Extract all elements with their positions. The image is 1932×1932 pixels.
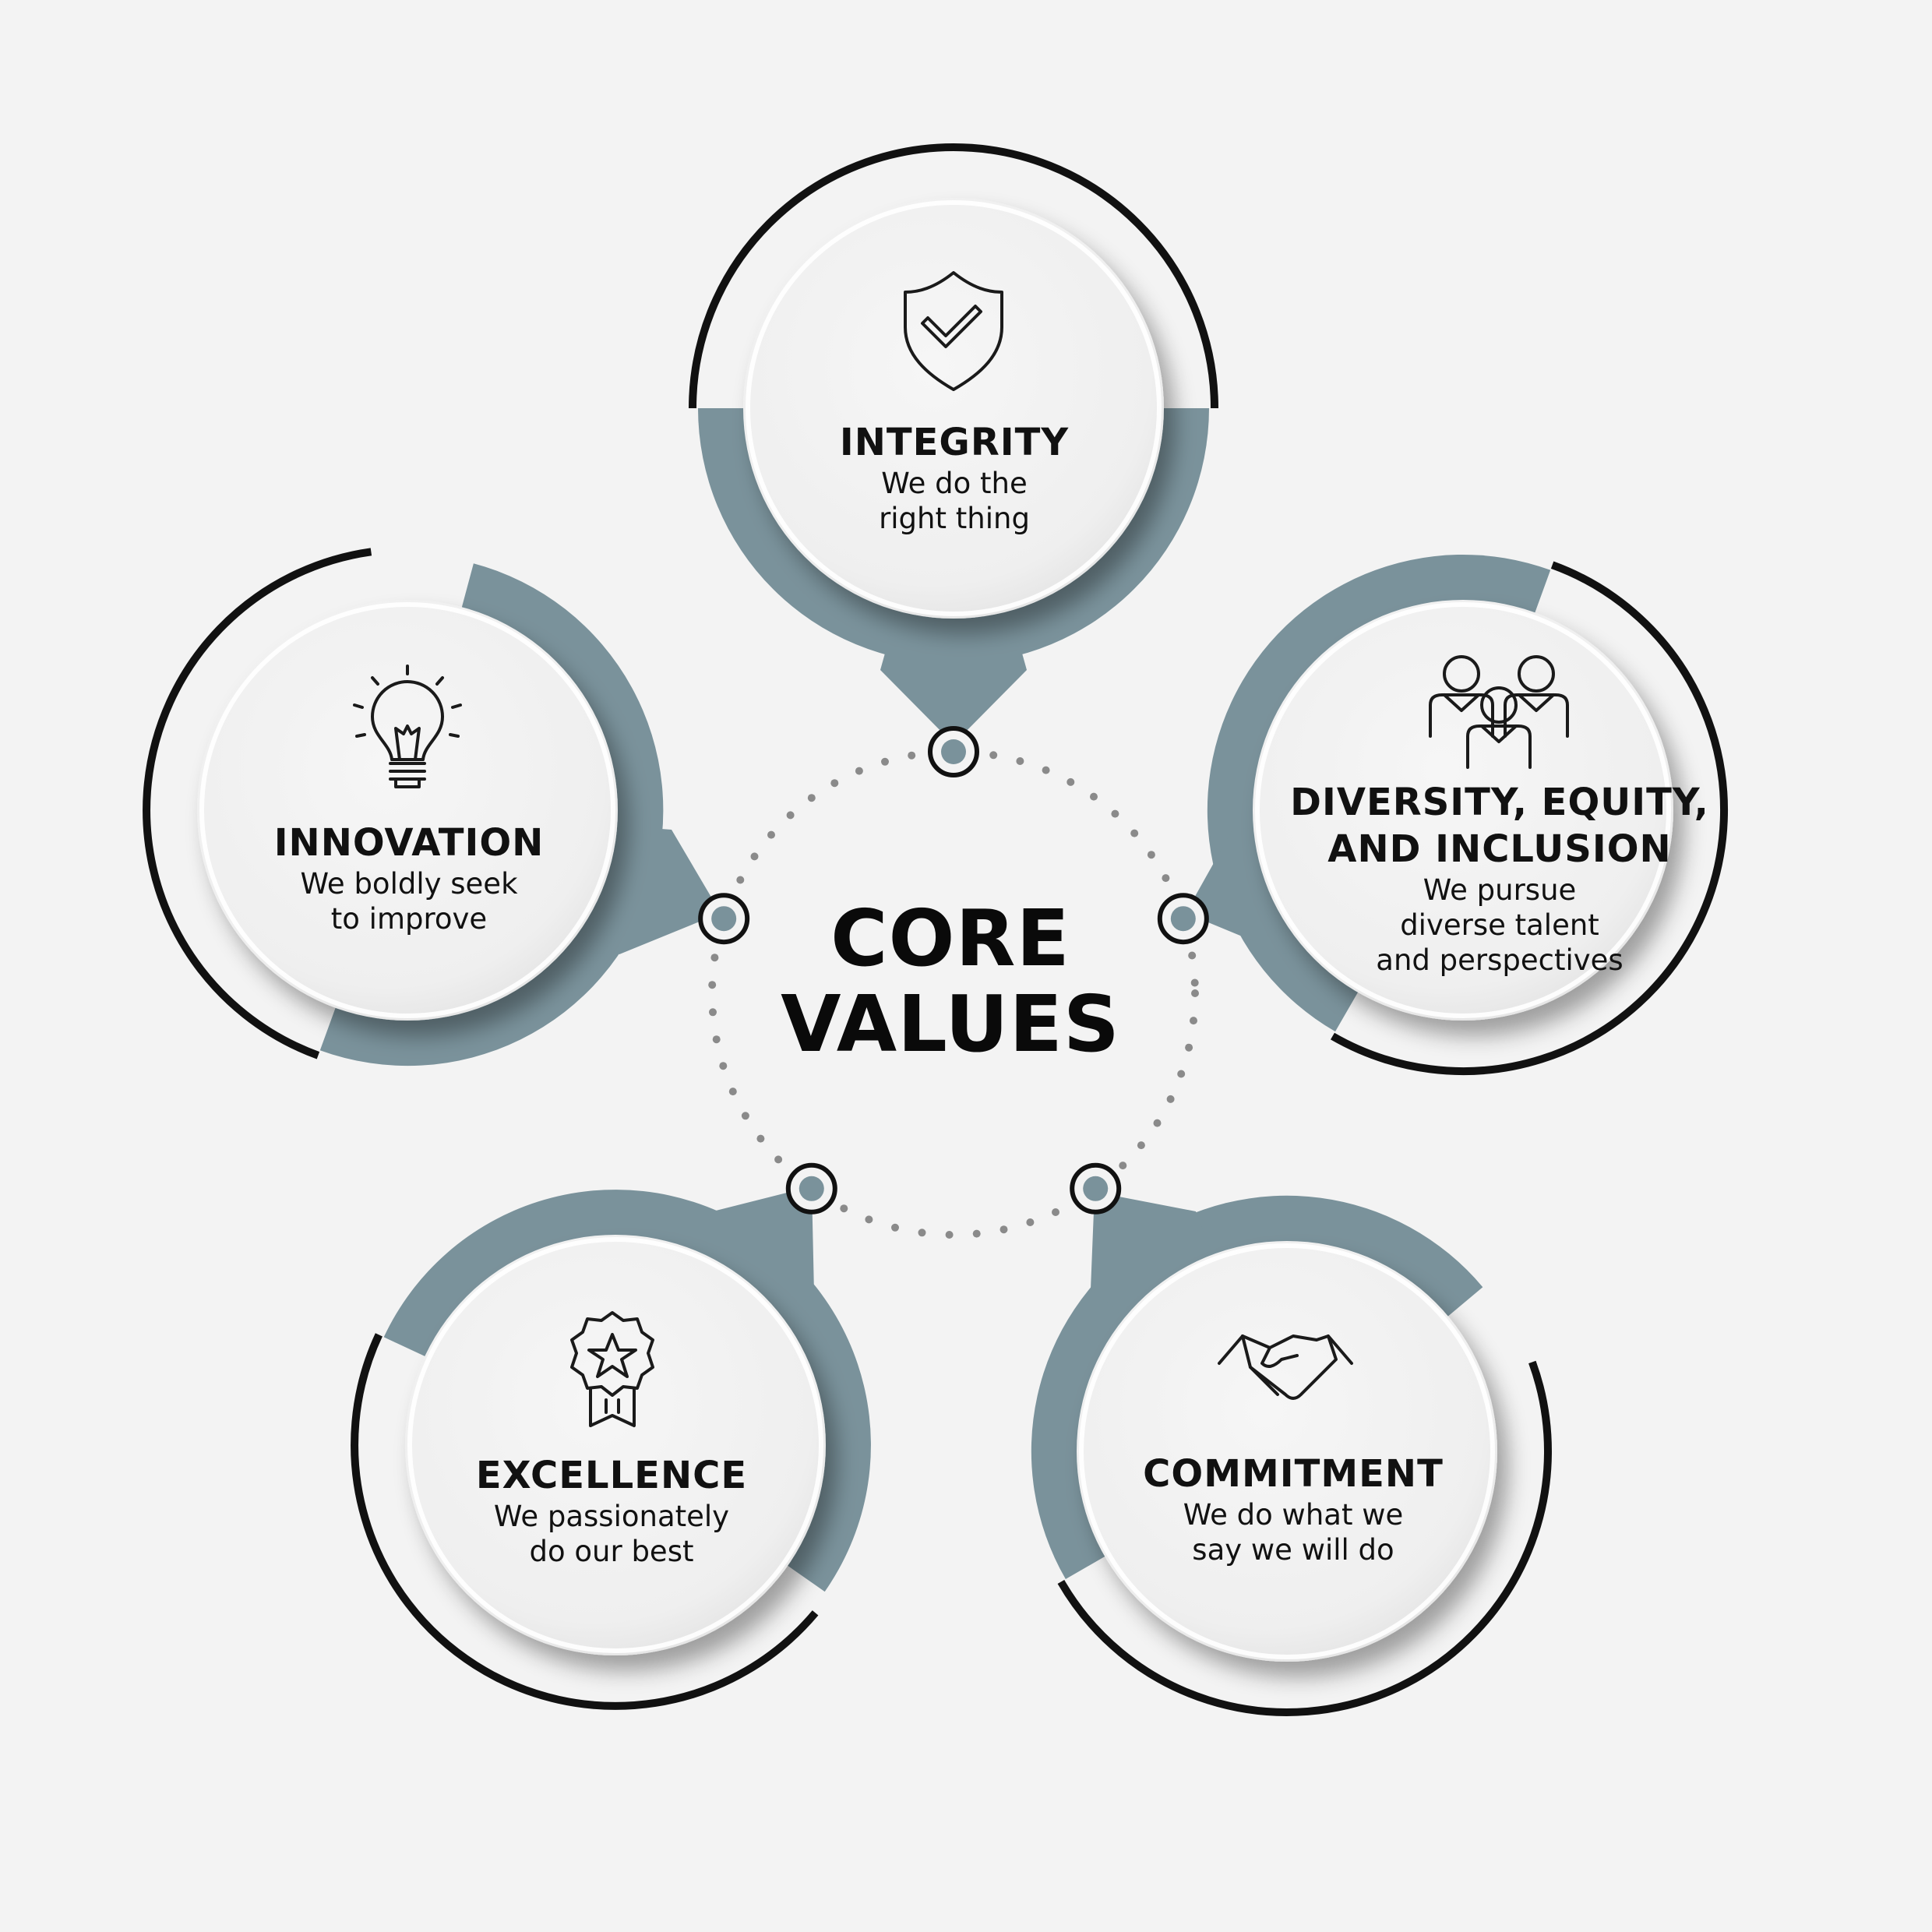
dotted-circle-dot [1066,777,1075,786]
value-title-line2: AND INCLUSION [1327,827,1672,871]
dotted-circle-dot [1119,1162,1127,1170]
dotted-circle-dot [1162,874,1170,883]
dotted-circle-dot [1166,1095,1175,1103]
award-ribbon-icon [570,1311,654,1427]
disc-highlight [1079,1243,1495,1659]
dotted-circle-dot [1153,1119,1162,1127]
dotted-circle-dot [719,1062,728,1070]
value-innovation-text: INNOVATION We boldly seek to improve [234,820,584,936]
dotted-circle-dot [807,794,816,802]
value-disc [1077,1241,1497,1662]
value-desc-line: and perspectives [1376,943,1624,977]
dotted-circle-dot [891,1223,899,1232]
dotted-circle-dot [1177,1070,1186,1078]
dotted-circle-dot [1042,766,1050,774]
connector-node-fill [711,906,737,932]
dotted-circle-dot [830,779,839,788]
outer-ring-arc [351,1333,819,1710]
handshake-icon [1218,1334,1353,1400]
value-commitment-text: COMMITMENT We do what we say we will do [1122,1451,1465,1567]
value-excellence-text: EXCELLENCE We passionately do our best [436,1452,787,1569]
dotted-circle-dot [1185,1043,1193,1052]
dotted-circle-dot [1137,1141,1145,1150]
center-title: CORE VALUES [717,896,1184,1067]
value-disc [743,198,1164,619]
outer-ring-arc [1057,1360,1552,1716]
disc-highlight [407,1237,823,1653]
shield-check-icon [904,271,1003,391]
disc-highlight [199,602,615,1018]
value-title: INTEGRITY [839,421,1070,464]
dotted-circle-dot [736,876,745,884]
value-title: INNOVATION [273,821,545,865]
value-disc [197,600,618,1021]
dotted-circle-dot [945,1231,954,1239]
value-desc-line: We pursue [1423,873,1577,907]
connector-node-fill [1083,1176,1109,1201]
disc-highlight [1255,602,1671,1018]
dotted-circle-dot [708,981,717,989]
dotted-circle-dot [741,1112,749,1120]
dotted-circle-dot [908,751,916,760]
value-desc-line: say we will do [1192,1533,1394,1567]
dotted-circle-dot [709,1008,717,1017]
dotted-circle-dot [712,1035,721,1044]
outer-ring-arc [689,143,1218,409]
dotted-circle-dot [710,954,719,962]
connector-node-fill [1170,906,1196,932]
disc-highlight [746,200,1162,616]
dotted-circle-dot [999,1225,1008,1234]
connector-node-fill [799,1176,824,1201]
dotted-circle-dot [1190,1017,1197,1025]
center-title-line2: VALUES [781,978,1120,1070]
dotted-circle-dot [1052,1208,1059,1216]
dotted-circle-dot [774,1155,783,1164]
team-icon [1429,655,1569,769]
lightbulb-icon [353,665,462,788]
dotted-circle-dot [865,1215,873,1224]
dotted-circle-dot [756,1134,765,1143]
value-desc-line: diverse talent [1400,908,1599,942]
value-disc [405,1235,826,1655]
dotted-circle-dot [750,852,759,861]
value-desc-line: We do the [881,467,1028,500]
value-integrity-text: INTEGRITY We do the right thing [779,419,1130,536]
dotted-circle-dot [1026,1218,1035,1226]
value-desc-line: to improve [330,902,488,936]
value-desc-line: We passionately [493,1500,730,1533]
dotted-circle-dot [1090,792,1098,801]
connector-node-fill [941,739,966,764]
value-desc-line: We do what we [1183,1498,1404,1532]
outer-ring-arc [1331,561,1729,1075]
value-desc-line: do our best [529,1535,694,1568]
dotted-circle-dot [786,811,795,820]
value-title: COMMITMENT [1143,1452,1444,1496]
dotted-circle-dot [767,830,775,839]
dotted-circle-dot [972,1229,981,1238]
dotted-circle-dot [881,757,889,766]
center-title-line1: CORE [830,893,1070,984]
dotted-circle-dot [840,1204,848,1213]
dotted-circle-dot [728,1088,737,1096]
dotted-circle-dot [1190,978,1199,987]
dotted-circle-dot [1130,829,1139,837]
dotted-circle-dot [1188,951,1197,960]
outer-ring-arc [143,548,372,1059]
dotted-circle-dot [855,767,863,775]
value-title: DIVERSITY, EQUITY, [1290,781,1709,824]
dotted-circle-dot [1111,809,1119,818]
value-title: EXCELLENCE [475,1454,748,1497]
value-desc-line: right thing [879,502,1030,535]
dotted-circle-dot [1147,851,1155,859]
value-desc-line: We boldly seek [300,867,518,901]
dotted-circle-dot [989,751,998,760]
dotted-circle-dot [1016,757,1024,765]
value-dei-text: DIVERSITY, EQUITY, AND INCLUSION We purs… [1285,779,1714,978]
dotted-circle-dot [1191,989,1199,997]
dotted-circle-dot [918,1229,926,1237]
